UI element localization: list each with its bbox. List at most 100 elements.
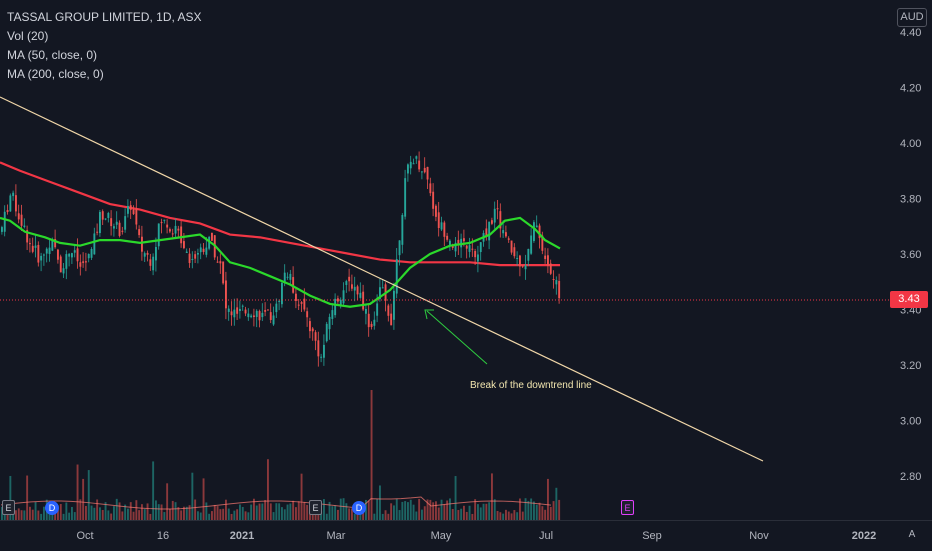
- candle-body: [505, 232, 507, 237]
- candle-body: [68, 253, 71, 257]
- candle-body: [255, 310, 258, 318]
- candle-body: [393, 290, 395, 320]
- candle-body: [205, 247, 208, 255]
- candle-body: [353, 286, 356, 291]
- ma50-line[interactable]: [0, 216, 561, 308]
- volume-bar: [325, 513, 328, 520]
- x-tick-label: Oct: [76, 530, 93, 542]
- volume-bar: [40, 513, 43, 520]
- volume-bar: [541, 506, 544, 520]
- candle-body: [449, 240, 451, 246]
- candle-body: [527, 248, 530, 261]
- ma200-line[interactable]: [0, 161, 560, 267]
- earnings-marker-upcoming[interactable]: E: [621, 500, 634, 515]
- candle-body: [183, 241, 185, 249]
- candle-body: [415, 156, 418, 159]
- volume-bar: [432, 502, 435, 520]
- candle-body: [62, 268, 65, 274]
- legend-volume[interactable]: Vol (20): [7, 29, 49, 43]
- volume-bar: [62, 513, 65, 520]
- volume-bar: [194, 499, 197, 520]
- candle-body: [121, 230, 124, 232]
- candle-body: [141, 236, 143, 252]
- volume-bar: [345, 503, 348, 520]
- volume-bar: [524, 498, 527, 520]
- volume-bar: [300, 473, 303, 520]
- volume-bar: [160, 504, 163, 520]
- candle-body: [43, 254, 45, 256]
- candle-body: [465, 245, 468, 249]
- earnings-marker-2[interactable]: E: [309, 500, 322, 515]
- candle-body: [409, 161, 412, 169]
- annotation-text[interactable]: Break of the downtrend line: [470, 380, 592, 391]
- currency-label[interactable]: AUD: [897, 8, 927, 27]
- volume-bar: [303, 501, 306, 520]
- candle-body: [157, 223, 160, 247]
- volume-bar: [443, 504, 446, 520]
- candle-body: [524, 265, 527, 270]
- volume-bar: [328, 501, 331, 520]
- volume-bar: [362, 509, 365, 520]
- volume-bar: [191, 472, 194, 520]
- volume-bar: [258, 503, 261, 520]
- x-tick-label: Sep: [642, 530, 662, 542]
- volume-bar: [230, 513, 233, 520]
- candle-body: [225, 280, 227, 309]
- volume-bar: [197, 511, 199, 520]
- earnings-marker-1[interactable]: E: [2, 500, 15, 515]
- volume-bar: [423, 506, 426, 520]
- candle-body: [379, 287, 381, 300]
- candle-body: [233, 309, 236, 318]
- volume-bar: [157, 504, 160, 520]
- legend-ma50[interactable]: MA (50, close, 0): [7, 48, 98, 62]
- dividend-marker-1[interactable]: D: [45, 501, 59, 515]
- volume-bar: [169, 508, 171, 520]
- auto-scale-button[interactable]: A: [908, 529, 916, 540]
- price-axis[interactable]: 4.404.204.003.803.603.403.203.002.80: [900, 27, 921, 483]
- volume-bar: [482, 503, 485, 520]
- volume-bar: [527, 500, 530, 520]
- volume-bar: [23, 510, 26, 520]
- candle-body: [471, 248, 474, 250]
- volume-bar: [505, 509, 507, 520]
- candle-body: [423, 167, 426, 173]
- volume-bar: [227, 508, 230, 520]
- volume-bar: [381, 513, 384, 520]
- candle-body: [107, 212, 110, 218]
- volume-bar: [9, 475, 12, 520]
- candle-body: [155, 247, 157, 261]
- volume-bar: [533, 501, 535, 520]
- volume-bar: [155, 500, 157, 520]
- volume-bar: [29, 506, 31, 520]
- candle-body: [180, 226, 183, 244]
- candle-body: [185, 251, 188, 253]
- volume-bar: [488, 502, 491, 520]
- candle-body: [407, 164, 409, 174]
- volume-bar: [205, 502, 208, 520]
- candle-body: [530, 235, 533, 254]
- candle-body: [9, 195, 12, 212]
- volume-bar: [185, 506, 188, 520]
- candle-body: [135, 209, 138, 225]
- candle-body: [227, 308, 230, 312]
- candle-body: [45, 248, 48, 254]
- candle-body: [110, 218, 113, 227]
- candle-body: [286, 276, 289, 278]
- x-tick-label: 2021: [230, 530, 254, 542]
- volume-bar: [379, 485, 381, 520]
- volume-bar: [415, 511, 418, 520]
- annotation-arrow[interactable]: [424, 309, 488, 365]
- candle-body: [199, 247, 202, 253]
- legend-ma200[interactable]: MA (200, close, 0): [7, 67, 104, 81]
- volume-bar: [401, 501, 404, 520]
- time-axis[interactable]: Oct 16 2021 Mar May Jul Sep Nov 2022: [76, 530, 876, 542]
- candle-body: [454, 242, 457, 252]
- candle-body: [359, 292, 362, 298]
- dividend-marker-2[interactable]: D: [352, 501, 366, 515]
- x-tick-label: 2022: [852, 530, 876, 542]
- candle-body: [485, 228, 488, 237]
- legend-symbol[interactable]: TASSAL GROUP LIMITED, 1D, ASX: [7, 10, 202, 24]
- volume-bar: [393, 505, 395, 520]
- downtrend-line[interactable]: [0, 96, 764, 462]
